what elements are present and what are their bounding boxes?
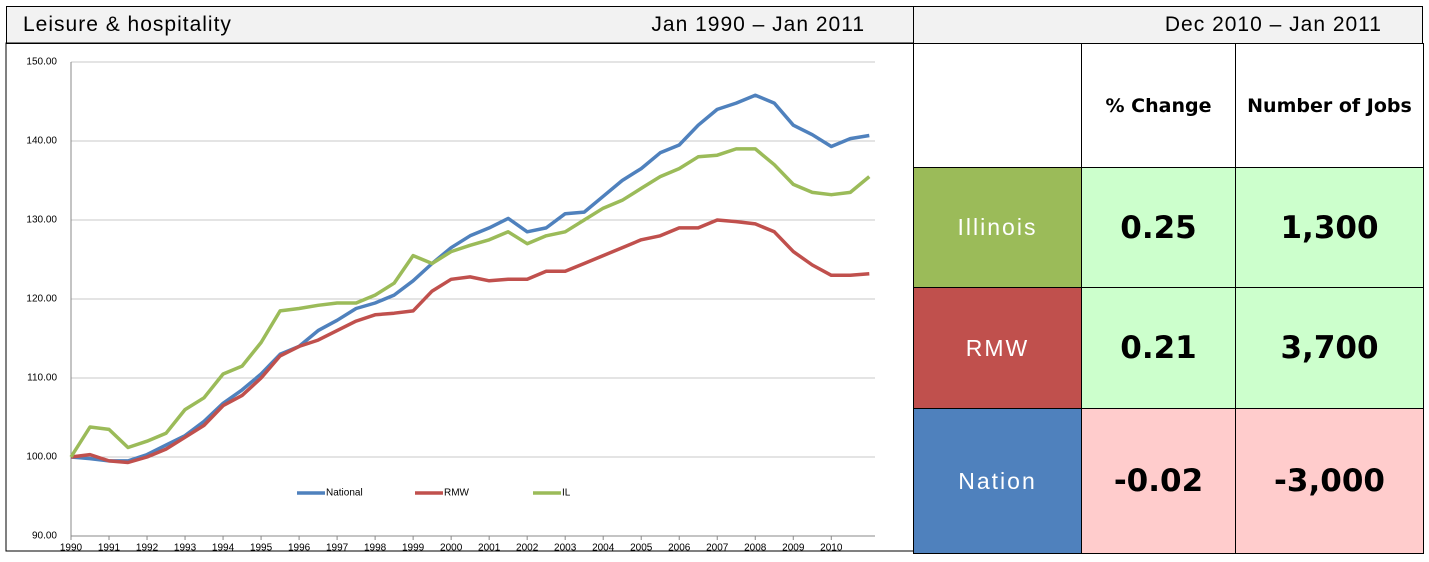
table-value: 1,300 [1235,167,1424,288]
y-tick-label: 120.00 [26,294,57,305]
row-label: RMW [913,287,1082,409]
y-tick-label: 100.00 [26,452,57,463]
line-series [70,218,870,465]
line-series [70,93,870,463]
x-tick-label: 1997 [326,543,349,554]
x-tick-label: 1993 [174,543,197,554]
period: Jan 1990 – Jan 2011 [651,13,865,36]
chart-header: Leisure & hospitality Jan 1990 – Jan 201… [6,6,914,44]
x-tick-label: 2002 [516,543,539,554]
y-tick-label: 110.00 [27,373,57,384]
legend-label: IL [562,488,571,499]
legend-label: National [326,488,363,499]
x-tick-label: 2007 [706,543,729,554]
x-tick-label: 2005 [630,543,653,554]
x-tick-label: 2009 [782,543,805,554]
y-tick-label: 130.00 [26,215,57,226]
chart: 90.00 100.00 110.00 120.00 130.00 140.00 150.0… [5,42,913,554]
x-tick-label: 1995 [250,543,273,554]
x-tick-label: 2008 [744,543,767,554]
table-value: -3,000 [1235,408,1424,554]
legend-label: RMW [444,488,470,499]
y-tick-label: 90.00 [32,531,57,542]
x-tick-label: 2010 [820,543,843,554]
x-tick-label: 2001 [478,543,501,554]
x-tick-label: 1998 [364,543,387,554]
table-value: 3,700 [1235,287,1424,409]
title: Leisure & hospitality [23,13,232,36]
line-series [69,147,871,458]
row-label: Nation [913,408,1082,554]
x-tick-label: 1991 [98,543,121,554]
table-corner [913,43,1082,168]
x-tick-label: 1999 [402,543,425,554]
x-tick-label: 2003 [554,543,577,554]
table-value: 0.21 [1081,287,1236,409]
table-value: -0.02 [1081,408,1236,554]
x-tick-label: 1992 [136,543,159,554]
table-period: Dec 2010 – Jan 2011 [913,6,1423,44]
x-tick-label: 2000 [440,543,463,554]
x-tick-label: 1990 [60,543,83,554]
x-tick-label: 2006 [668,543,691,554]
x-tick-label: 1996 [288,543,311,554]
table-value: 0.25 [1081,167,1236,288]
row-label: Illinois [913,167,1082,288]
column-header: Number of Jobs [1235,43,1424,168]
x-tick-label: 2004 [592,543,615,554]
chart-border [5,42,913,552]
column-header: % Change [1081,43,1236,168]
x-tick-label: 1994 [212,543,235,554]
y-tick-label: 150.00 [26,57,57,68]
y-tick-label: 140.00 [26,136,57,147]
